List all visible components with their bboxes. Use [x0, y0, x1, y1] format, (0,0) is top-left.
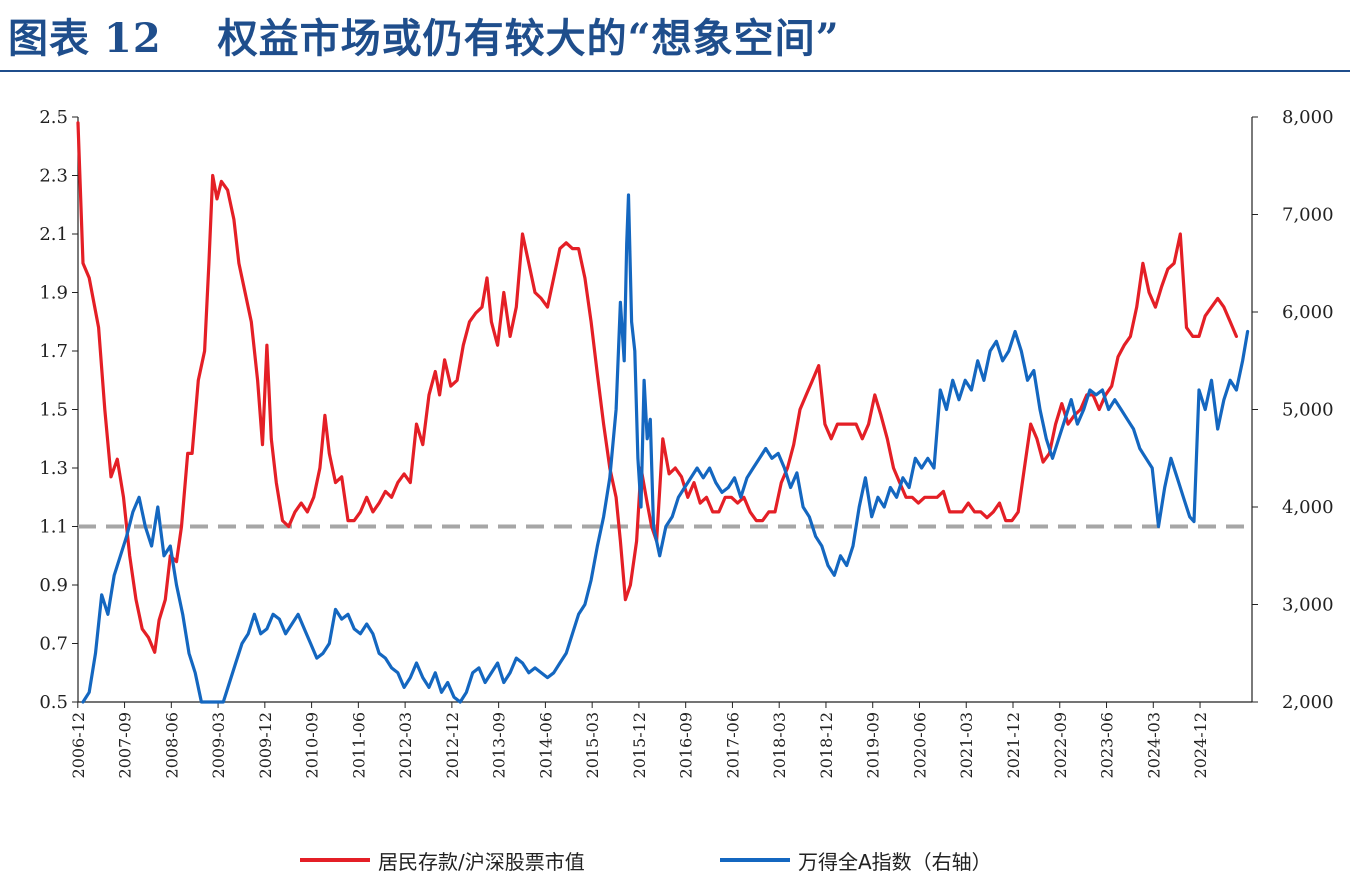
figure-label: 图表: [8, 15, 90, 62]
legend-item-right-series: 万得全A指数（右轴）: [720, 842, 992, 878]
left-tick-label: 2.5: [39, 107, 68, 128]
x-tick-label: 2019-09: [864, 712, 883, 778]
right-tick-label: 2,000: [1282, 692, 1334, 713]
x-tick-label: 2021-03: [957, 712, 976, 778]
left-series-line: [76, 121, 1238, 654]
right-tick-label: 4,000: [1282, 497, 1334, 518]
x-tick-label: 2018-03: [770, 712, 789, 778]
x-tick-label: 2014-06: [536, 712, 555, 778]
x-tick-label: 2023-06: [1098, 712, 1117, 778]
figure-title-text: 权益市场或仍有较大的“想象空间”: [217, 15, 840, 62]
legend-item-left-series: 居民存款/沪深股票市值: [300, 842, 585, 878]
left-tick-label: 0.7: [39, 634, 68, 655]
x-tick-label: 2008-06: [162, 712, 181, 778]
x-tick-label: 2012-12: [443, 712, 462, 778]
x-tick-label: 2020-06: [910, 712, 929, 778]
legend-swatch-red: [300, 858, 370, 862]
left-tick-label: 1.1: [39, 517, 68, 538]
left-tick-label: 1.5: [39, 400, 68, 421]
legend-label-right-series: 万得全A指数（右轴）: [798, 849, 992, 874]
x-tick-label: 2017-06: [723, 712, 742, 778]
x-tick-label: 2009-12: [256, 712, 275, 778]
x-tick-label: 2018-12: [817, 712, 836, 778]
left-tick-label: 0.9: [39, 575, 68, 596]
left-tick-label: 1.7: [39, 341, 68, 362]
left-tick-label: 1.3: [39, 458, 68, 479]
x-tick-label: 2024-03: [1144, 712, 1163, 778]
legend-swatch-blue: [720, 858, 790, 862]
right-tick-label: 5,000: [1282, 400, 1334, 421]
x-tick-label: 2010-09: [303, 712, 322, 778]
x-tick-label: 2015-03: [583, 712, 602, 778]
x-tick-label: 2021-12: [1004, 712, 1023, 778]
left-tick-label: 1.9: [39, 283, 68, 304]
x-tick-label: 2013-09: [490, 712, 509, 778]
x-tick-label: 2011-06: [349, 712, 368, 778]
right-tick-label: 6,000: [1282, 302, 1334, 323]
series-layer: [76, 121, 1250, 704]
figure-number: 12: [104, 15, 162, 62]
legend-label-left-series: 居民存款/沪深股票市值: [378, 849, 585, 874]
x-tick-label: 2012-03: [396, 712, 415, 778]
x-tick-label: 2009-03: [209, 712, 228, 778]
x-tick-label: 2024-12: [1191, 712, 1210, 778]
right-tick-label: 8,000: [1282, 107, 1334, 128]
chart-legend: 居民存款/沪深股票市值 万得全A指数（右轴）: [0, 842, 1350, 878]
title-rule: [0, 70, 1350, 72]
figure-header: 图表 12 权益市场或仍有较大的“想象空间”: [0, 0, 1350, 72]
x-tick-label: 2022-09: [1051, 712, 1070, 778]
left-tick-label: 2.1: [39, 224, 68, 245]
chart-axes: [72, 116, 1258, 708]
x-tick-label: 2015-12: [630, 712, 649, 778]
right-tick-label: 7,000: [1282, 205, 1334, 226]
left-tick-label: 0.5: [39, 692, 68, 713]
tick-label-layer: 0.5 0.7 0.9 1.1 1.3 1.5 1.7 1.9 2.1 2.3 2.5 2,000 3,…: [39, 107, 1333, 778]
left-tick-label: 2.3: [39, 166, 68, 187]
x-tick-label: 2006-12: [69, 712, 88, 778]
right-series-line: [81, 193, 1250, 704]
figure-title: 图表 12 权益市场或仍有较大的“想象空间”: [8, 6, 840, 64]
x-tick-label: 2007-09: [116, 712, 135, 778]
right-tick-label: 3,000: [1282, 595, 1334, 616]
x-tick-label: 2016-09: [677, 712, 696, 778]
